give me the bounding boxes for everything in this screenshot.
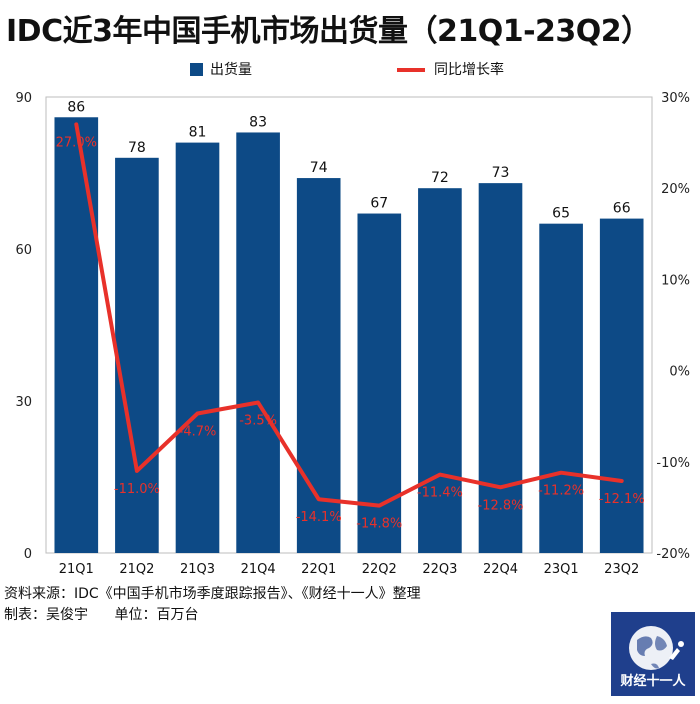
- plot-frame: [45, 96, 653, 554]
- line-value-label: -14.8%: [356, 517, 402, 532]
- x-tick-label: 22Q4: [483, 562, 518, 577]
- line-value-label: -11.0%: [114, 482, 160, 497]
- publisher-logo: 财经十一人: [611, 612, 695, 696]
- y-right-tick-label: -20%: [656, 547, 690, 562]
- y-left-tick-label: 0: [24, 547, 32, 562]
- bar-value-label: 65: [552, 206, 570, 222]
- x-tick-label: 21Q2: [119, 562, 154, 577]
- x-tick-label: 22Q1: [301, 562, 336, 577]
- bar-value-label: 74: [310, 160, 328, 176]
- y-left-tick-label: 90: [15, 91, 32, 106]
- bar-value-label: 78: [128, 140, 146, 156]
- maker-note: 制表：吴俊宇 单位：百万台: [4, 604, 220, 624]
- bar: [175, 142, 220, 553]
- chart-area: 0 30 60 90 -20% -10% 0% 10% 20% 30% 86 21Q1 78 21Q2 81…: [15, 61, 690, 577]
- legend-line-label: 同比增长率: [434, 61, 504, 78]
- bar: [478, 183, 523, 553]
- bar: [236, 132, 280, 553]
- line-value-label: -11.4%: [417, 486, 463, 501]
- bar: [115, 157, 159, 554]
- x-tick-label: 21Q3: [180, 562, 215, 577]
- line-value-label: -11.2%: [538, 484, 584, 499]
- line-value-label: -12.8%: [478, 498, 524, 513]
- line-value-label: -14.1%: [296, 510, 342, 525]
- unit-label: 单位：百万台: [114, 607, 199, 623]
- line-value-label: -3.5%: [239, 414, 277, 429]
- chart-title: IDC近3年中国手机市场出货量（21Q1-23Q2）: [6, 14, 651, 49]
- bar-value-label: 72: [431, 170, 449, 186]
- legend-bar-label: 出货量: [210, 61, 252, 78]
- x-tick-label: 23Q2: [604, 562, 639, 577]
- logo-text: 财经十一人: [620, 674, 686, 689]
- line-value-label: 27.0%: [56, 135, 97, 150]
- y-right-tick-label: 0%: [669, 365, 690, 380]
- bar-value-label: 67: [370, 196, 388, 212]
- y-left-tick-label: 30: [15, 395, 32, 410]
- bar: [418, 188, 462, 553]
- x-tick-label: 23Q1: [544, 562, 579, 577]
- bar-value-label: 73: [492, 165, 510, 181]
- y-right-tick-label: -10%: [656, 456, 690, 471]
- bar: [599, 218, 644, 553]
- bar-value-label: 66: [613, 201, 631, 217]
- x-tick-label: 21Q4: [241, 562, 276, 577]
- bar-value-label: 81: [189, 125, 207, 141]
- line-value-label: -12.1%: [599, 492, 645, 507]
- bar: [54, 117, 99, 554]
- y-right-tick-label: 30%: [661, 91, 690, 106]
- growth-line: [74, 122, 624, 508]
- y-left-tick-label: 60: [15, 243, 32, 258]
- x-tick-label: 21Q1: [59, 562, 94, 577]
- bar-value-label: 86: [67, 99, 85, 115]
- source-note: 资料来源：IDC《中国手机市场季度跟踪报告》、《财经十一人》整理: [4, 586, 421, 602]
- bar: [539, 223, 583, 553]
- globe-icon: [629, 626, 684, 670]
- line-value-label: -4.7%: [179, 424, 217, 439]
- x-tick-label: 22Q2: [362, 562, 397, 577]
- maker-label: 制表：吴俊宇: [4, 607, 88, 623]
- x-tick-label: 22Q3: [422, 562, 457, 577]
- y-right-tick-label: 10%: [661, 273, 690, 288]
- y-right-tick-label: 20%: [661, 182, 690, 197]
- bar-value-label: 83: [249, 114, 267, 130]
- legend-bar-swatch: [190, 63, 203, 76]
- bar: [296, 178, 341, 554]
